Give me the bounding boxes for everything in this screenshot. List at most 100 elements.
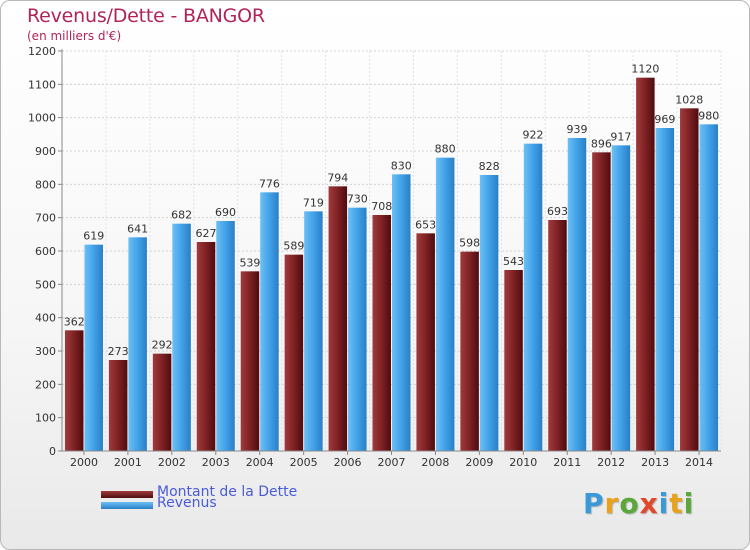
y-tick-label: 1100 — [28, 78, 56, 91]
bar-dette — [64, 330, 84, 451]
logo-letter: i — [683, 487, 695, 520]
y-tick-label: 900 — [35, 145, 56, 158]
bar-revenus — [611, 145, 631, 452]
bar-revenus — [655, 128, 675, 451]
data-label-revenus: 641 — [127, 222, 148, 235]
data-label-revenus: 828 — [479, 160, 500, 173]
y-tick-label: 400 — [35, 312, 56, 325]
logo-letter: o — [619, 487, 640, 520]
data-label-dette: 1028 — [675, 93, 703, 106]
bar-dette — [328, 186, 348, 452]
logo-letter: r — [604, 487, 620, 520]
bar-dette — [372, 215, 391, 451]
y-tick-label: 1200 — [28, 45, 56, 58]
bar-dette — [636, 77, 655, 452]
x-tick-label: 2003 — [202, 456, 230, 469]
bar-revenus — [523, 143, 543, 451]
data-label-dette: 627 — [196, 227, 217, 240]
bar-revenus — [567, 138, 587, 451]
data-label-revenus: 719 — [303, 196, 324, 209]
bar-revenus — [128, 237, 147, 451]
x-tick-label: 2007 — [378, 456, 406, 469]
x-tick-label: 2008 — [421, 456, 449, 469]
data-label-revenus: 969 — [654, 113, 675, 126]
data-label-revenus: 830 — [391, 159, 412, 172]
data-label-dette: 794 — [327, 171, 348, 184]
y-tick-label: 600 — [35, 245, 56, 258]
x-tick-label: 2009 — [465, 456, 493, 469]
bar-revenus — [304, 211, 323, 451]
y-tick-label: 100 — [35, 412, 56, 425]
data-label-dette: 1120 — [631, 63, 659, 76]
logo-letter: i — [658, 487, 670, 520]
data-label-dette: 708 — [371, 200, 392, 213]
data-label-dette: 539 — [239, 256, 260, 269]
logo-letter: x — [639, 487, 659, 520]
data-label-revenus: 730 — [347, 193, 368, 206]
x-tick-label: 2014 — [685, 456, 713, 469]
grid-layer — [61, 50, 722, 452]
data-label-revenus: 619 — [83, 230, 104, 243]
bar-revenus — [479, 175, 499, 451]
logo-letter: P — [583, 487, 605, 520]
bar-dette — [152, 353, 172, 451]
legend-swatch-revenus — [101, 502, 153, 509]
data-label-dette: 273 — [108, 345, 129, 358]
bar-dette — [504, 270, 523, 451]
bar-revenus — [699, 124, 719, 451]
bar-dette — [680, 108, 699, 451]
bar-dette — [460, 251, 479, 451]
bar-dette — [416, 233, 435, 451]
x-tick-label: 2006 — [334, 456, 362, 469]
x-tick-label: 2002 — [158, 456, 186, 469]
y-tick-label: 700 — [35, 212, 56, 225]
bar-revenus — [216, 221, 235, 451]
data-label-revenus: 939 — [566, 123, 587, 136]
data-label-dette: 292 — [152, 339, 173, 352]
data-label-dette: 896 — [591, 137, 612, 150]
y-tick-label: 0 — [49, 445, 56, 458]
bar-dette — [284, 254, 304, 451]
x-tick-label: 2012 — [597, 456, 625, 469]
bar-dette — [548, 220, 567, 451]
data-label-revenus: 776 — [259, 177, 280, 190]
logo-letter: t — [669, 487, 684, 520]
chart-title: Revenus/Dette - BANGOR — [27, 5, 265, 27]
x-tick-label: 2010 — [509, 456, 537, 469]
x-tick-label: 2011 — [553, 456, 581, 469]
data-label-revenus: 682 — [171, 209, 192, 222]
data-label-dette: 653 — [415, 218, 436, 231]
x-tick-label: 2001 — [114, 456, 142, 469]
chart-subtitle: (en milliers d'€) — [27, 29, 122, 43]
data-label-revenus: 690 — [215, 206, 236, 219]
bar-dette — [196, 242, 216, 451]
x-tick-label: 2004 — [246, 456, 274, 469]
legend-label-revenus: Revenus — [157, 495, 217, 511]
proxiti-logo: Proxiti — [583, 487, 694, 520]
data-label-revenus: 980 — [698, 109, 719, 122]
bar-dette — [108, 360, 128, 451]
x-tick-label: 2005 — [290, 456, 318, 469]
y-tick-label: 800 — [35, 178, 56, 191]
bar-revenus — [260, 192, 279, 452]
bar-dette — [592, 152, 611, 452]
y-tick-label: 200 — [35, 378, 56, 391]
bar-revenus — [392, 174, 411, 452]
data-label-dette: 693 — [547, 205, 568, 218]
data-label-dette: 543 — [503, 255, 524, 268]
data-label-dette: 362 — [64, 315, 85, 328]
data-label-revenus: 922 — [523, 129, 544, 142]
legend-label-debt: Montant de la Dette — [157, 484, 298, 500]
bar-revenus — [348, 207, 367, 451]
bar-revenus — [435, 157, 455, 451]
bars-layer — [64, 77, 719, 452]
legend-swatch-debt — [101, 491, 153, 498]
y-tick-label: 300 — [35, 345, 56, 358]
data-label-dette: 589 — [283, 240, 304, 253]
y-tick-label: 1000 — [28, 112, 56, 125]
y-tick-label: 500 — [35, 278, 56, 291]
x-tick-label: 2000 — [70, 456, 98, 469]
